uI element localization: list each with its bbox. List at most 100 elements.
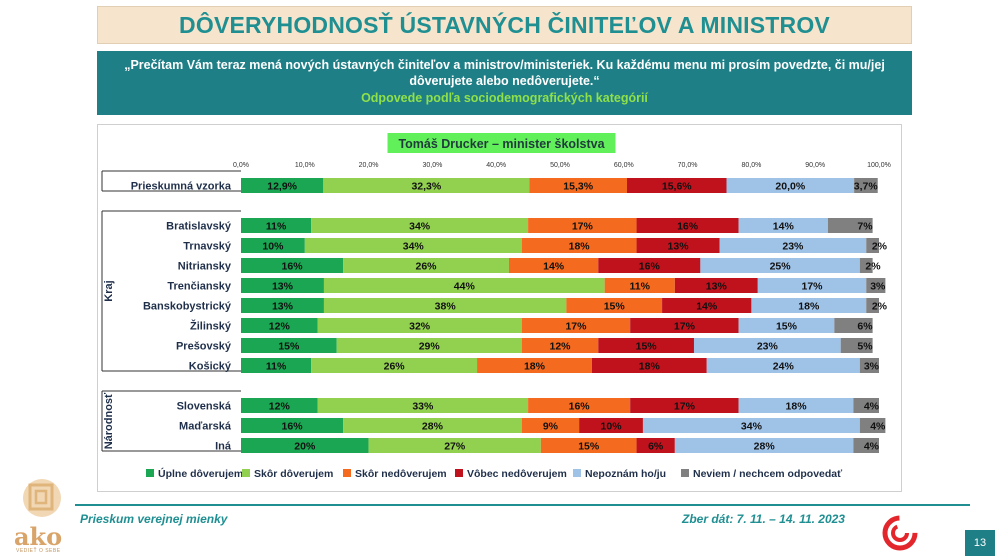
bar-segment	[343, 258, 509, 273]
data-label: 13%	[706, 281, 728, 293]
bar-segment	[368, 438, 541, 453]
bar-segment	[317, 398, 529, 413]
stacked-bar-chart: Tomáš Drucker – minister školstva 0,0% 10,…	[101, 133, 891, 480]
data-label: 34%	[403, 241, 425, 253]
row-category-label: Banskobystrický	[143, 301, 232, 313]
group-label: Kraj	[103, 280, 115, 301]
bar-segment	[241, 298, 324, 313]
legend-label: Neviem / nechcem odpovedať	[693, 468, 843, 480]
bar-segment	[241, 418, 344, 433]
footer-date-label: Zber dát: 7. 11. – 14. 11. 2023	[682, 512, 845, 526]
bar-segment	[630, 398, 739, 413]
bar-segment	[579, 418, 643, 433]
data-label: 44%	[454, 281, 476, 293]
bar-segment	[636, 438, 675, 453]
data-label: 5%	[857, 341, 873, 353]
bar-segment	[598, 338, 694, 353]
data-label: 15,6%	[662, 181, 692, 193]
footer-survey-label: Prieskum verejnej mienky	[80, 512, 228, 526]
legend-swatch	[573, 469, 581, 477]
row-category-label: Iná	[215, 441, 232, 453]
legend-swatch	[343, 469, 351, 477]
bar-segment	[508, 258, 599, 273]
x-tick-label: 60,0%	[614, 162, 634, 169]
data-label: 34%	[409, 221, 431, 233]
bar-segment	[304, 238, 522, 253]
data-label: 20%	[294, 441, 316, 453]
x-tick-label: 10,0%	[295, 162, 315, 169]
data-label: 2%	[872, 301, 888, 313]
data-label: 17%	[565, 321, 587, 333]
data-label: 27%	[444, 441, 466, 453]
footer-divider	[75, 504, 970, 506]
data-label: 10%	[262, 241, 284, 253]
data-label: 18%	[569, 241, 591, 253]
bar-segment	[642, 418, 860, 433]
data-label: 38%	[435, 301, 457, 313]
bar-segment	[521, 318, 631, 333]
bar-segment	[241, 278, 324, 293]
bar-segment	[540, 438, 637, 453]
bar-segment	[343, 418, 522, 433]
data-label: 12,9%	[267, 181, 297, 193]
data-label: 14%	[543, 261, 565, 273]
bar-segment	[866, 238, 879, 253]
bar-segment	[854, 178, 878, 193]
chart-frame: Tomáš Drucker – minister školstva 0,0% 10,…	[97, 124, 902, 492]
data-label: 9%	[543, 421, 559, 433]
legend-label: Vôbec nedôverujem	[467, 468, 567, 480]
question-line-1: „Prečítam Vám teraz mená nových ústavnýc…	[124, 58, 885, 72]
bar-segment	[662, 298, 752, 313]
data-label: 18%	[798, 301, 820, 313]
bar-segment	[866, 278, 886, 293]
legend-label: Skôr nedôverujem	[355, 468, 447, 480]
data-label: 25%	[770, 261, 792, 273]
bar-segment	[674, 438, 854, 453]
data-label: 12%	[269, 401, 291, 413]
x-tick-label: 50,0%	[550, 162, 570, 169]
data-label: 18%	[639, 361, 661, 373]
data-label: 18%	[524, 361, 546, 373]
bar-segment	[477, 358, 592, 373]
bar-segment	[604, 278, 675, 293]
chart-title: Tomáš Drucker – minister školstva	[398, 137, 605, 151]
bar-segment	[317, 318, 522, 333]
bar-segment	[241, 218, 312, 233]
legend-label: Úplne dôverujem	[158, 467, 243, 480]
group-label: Národnosť	[103, 392, 115, 449]
data-label: 23%	[757, 341, 779, 353]
legend-swatch	[242, 469, 250, 477]
x-tick-label: 20,0%	[359, 162, 379, 169]
x-tick-label: 30,0%	[422, 162, 442, 169]
data-label: 12%	[549, 341, 571, 353]
bar-segment	[241, 258, 344, 273]
bar-segment	[529, 178, 627, 193]
bar-segment	[674, 278, 758, 293]
x-tick-label: 40,0%	[486, 162, 506, 169]
bar-segment	[757, 278, 867, 293]
question-subtitle: Odpovede podľa sociodemografických kateg…	[361, 91, 648, 105]
bar-segment	[636, 238, 720, 253]
data-label: 32,3%	[411, 181, 441, 193]
bar-segment	[241, 358, 312, 373]
bar-segment	[738, 218, 828, 233]
row-category-label: Maďarská	[179, 421, 232, 433]
bar-segment	[241, 398, 318, 413]
x-tick-label: 70,0%	[678, 162, 698, 169]
bar-segment	[521, 238, 637, 253]
data-label: 13%	[272, 281, 294, 293]
bar-segment	[241, 238, 305, 253]
bar-segment	[859, 358, 879, 373]
bar-segment	[866, 298, 879, 313]
bar-segment	[323, 278, 605, 293]
data-label: 15%	[578, 441, 600, 453]
row-category-label: Nitriansky	[178, 261, 232, 273]
data-label: 11%	[266, 361, 287, 373]
data-label: 13%	[668, 241, 690, 253]
bar-segment	[626, 178, 727, 193]
bar-segment	[241, 318, 318, 333]
data-label: 10%	[601, 421, 623, 433]
page-number: 13	[965, 530, 995, 556]
bar-segment	[693, 338, 841, 353]
data-label: 4%	[870, 421, 886, 433]
